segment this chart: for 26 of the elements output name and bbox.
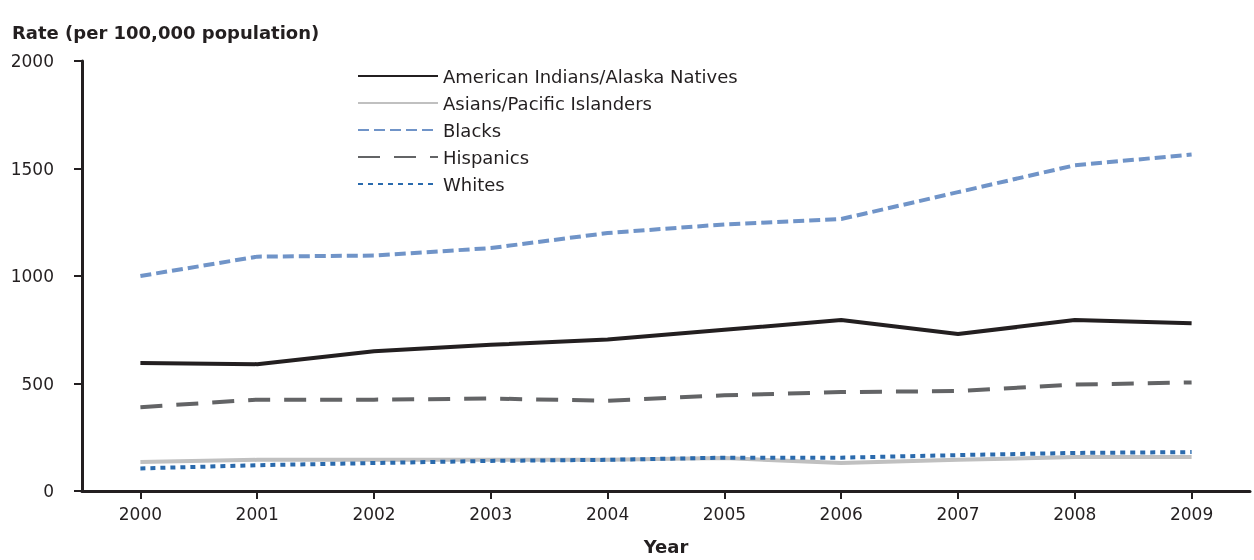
x-tick-label: 2004 [585, 503, 630, 524]
y-tick-label: 0 [43, 481, 54, 501]
x-tick-label: 2008 [1053, 503, 1097, 524]
x-tick-label: 2005 [702, 503, 747, 524]
y-tick-label: 500 [21, 373, 54, 394]
x-tick-label: 2006 [819, 503, 863, 524]
y-tick-label: 2000 [10, 51, 54, 71]
x-tick-label: 2007 [936, 503, 980, 524]
line-series [138, 318, 1194, 367]
line-series [138, 152, 1194, 278]
x-tick-label: 2000 [118, 503, 163, 524]
legend-label: Whites [443, 173, 505, 195]
legend-label: Asians/Pacific Islanders [443, 92, 652, 114]
x-tick-label: 2002 [352, 503, 396, 524]
line-series [138, 380, 1194, 410]
legend-label: Blacks [443, 119, 502, 141]
y-axis-title: Rate (per 100,000 population) [12, 21, 320, 43]
legend-label: American Indians/Alaska Natives [443, 65, 738, 87]
x-tick-label: 2001 [235, 503, 279, 524]
y-tick-label: 1000 [10, 266, 54, 286]
x-tick-label: 2003 [469, 503, 513, 524]
line-series [138, 450, 1194, 471]
x-axis-title: Year [642, 535, 689, 557]
y-tick-label: 1500 [10, 158, 54, 179]
legend-label: Hispanics [443, 146, 530, 168]
x-tick-label: 2009 [1169, 503, 1214, 524]
